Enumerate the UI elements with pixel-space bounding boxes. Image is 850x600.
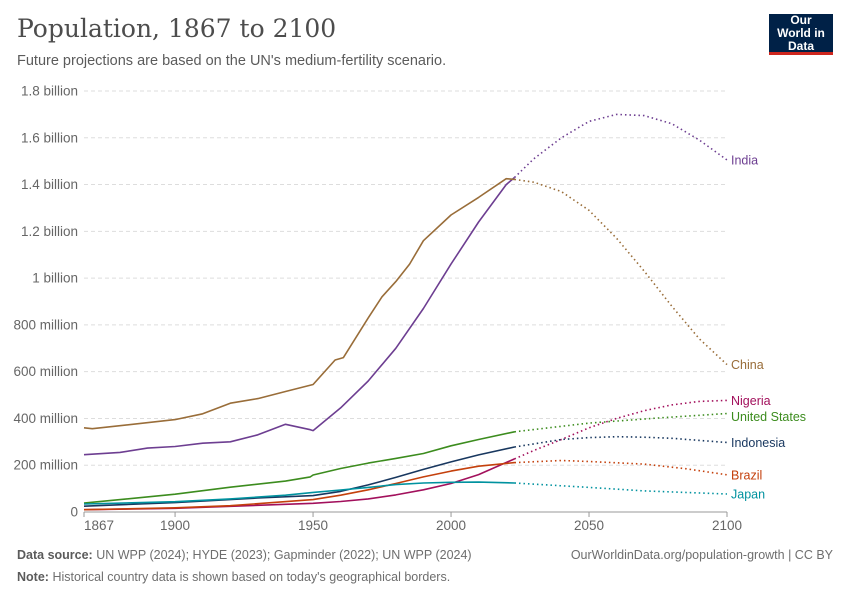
x-tick-label: 2100 — [712, 518, 742, 533]
owid-logo[interactable]: Our World in Data — [769, 12, 833, 55]
projection-line-indonesia — [514, 435, 728, 448]
series-label-brazil: Brazil — [731, 468, 762, 482]
data-source: Data source: UN WPP (2024); HYDE (2023);… — [17, 548, 472, 562]
x-tick-label: 1950 — [298, 518, 328, 533]
line-brazil — [83, 461, 515, 511]
y-tick-label: 1.2 billion — [21, 224, 78, 239]
line-nigeria — [83, 458, 515, 511]
series-label-united-states: United States — [731, 410, 806, 424]
line-chart: 0 200 million 400 million 600 million 800 mi… — [13, 84, 806, 534]
y-tick-label: 800 million — [13, 317, 78, 332]
y-tick-label: 600 million — [13, 364, 78, 379]
projection-line-china — [514, 178, 728, 366]
y-tick-label: 0 — [70, 505, 78, 520]
chart-subtitle: Future projections are based on the UN's… — [17, 53, 447, 69]
series-label-china: China — [731, 358, 764, 372]
y-tick-label: 1.6 billion — [21, 130, 78, 145]
line-japan — [83, 481, 515, 505]
line-india — [83, 176, 516, 456]
projection-line-brazil — [514, 459, 728, 476]
line-united-states — [83, 431, 515, 504]
logo-text: Our World in Data — [777, 12, 825, 53]
projection-line-nigeria — [514, 399, 728, 460]
series-label-japan: Japan — [731, 487, 765, 501]
source-label: Data source: — [17, 548, 93, 562]
x-tick-label: 1900 — [160, 518, 190, 533]
note-label: Note: — [17, 570, 49, 584]
projection-line-india — [513, 113, 728, 179]
chart-title: Population, 1867 to 2100 — [17, 14, 337, 43]
note: Note: Historical country data is shown b… — [17, 570, 450, 584]
y-tick-label: 1 billion — [32, 271, 78, 286]
source-url[interactable]: OurWorldinData.org/population-growth | C… — [570, 548, 833, 562]
note-text: Historical country data is shown based o… — [52, 570, 451, 584]
series-label-india: India — [731, 153, 758, 167]
x-tick-label: 2000 — [436, 518, 466, 533]
y-tick-label: 200 million — [13, 458, 78, 473]
projection-line-japan — [514, 482, 728, 495]
x-tick-label: 1867 — [84, 518, 114, 533]
line-china — [83, 177, 515, 430]
y-tick-label: 1.4 billion — [21, 177, 78, 192]
series-label-indonesia: Indonesia — [731, 436, 785, 450]
y-tick-label: 1.8 billion — [21, 84, 78, 99]
source-text[interactable]: UN WPP (2024); HYDE (2023); Gapminder (2… — [96, 548, 472, 562]
y-tick-label: 400 million — [13, 411, 78, 426]
x-tick-label: 2050 — [574, 518, 604, 533]
projection-line-united-states — [514, 412, 728, 433]
series-label-nigeria: Nigeria — [731, 394, 771, 408]
